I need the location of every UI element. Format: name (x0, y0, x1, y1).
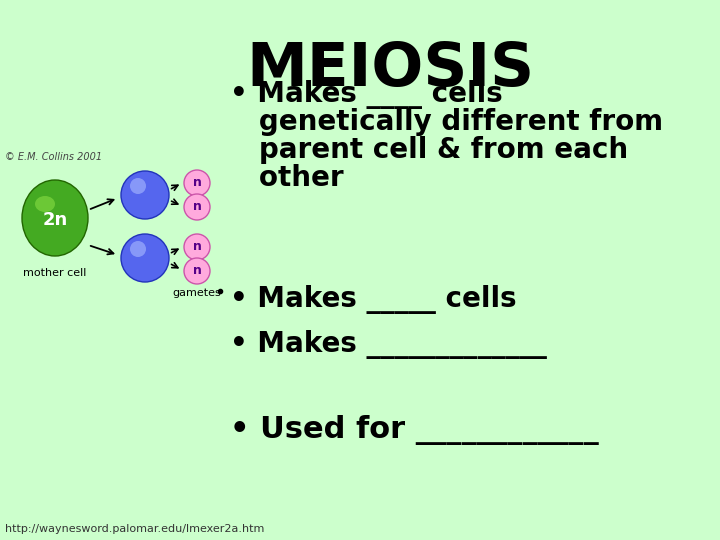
Ellipse shape (22, 180, 88, 256)
Text: gametes: gametes (173, 288, 221, 298)
Circle shape (184, 258, 210, 284)
Text: MEIOSIS: MEIOSIS (246, 40, 534, 99)
Circle shape (130, 241, 146, 257)
Text: parent cell & from each: parent cell & from each (230, 136, 628, 164)
Text: • Makes _____________: • Makes _____________ (230, 330, 547, 359)
Text: genetically different from: genetically different from (230, 108, 663, 136)
Text: • Makes ____ cells: • Makes ____ cells (230, 80, 503, 109)
Ellipse shape (35, 196, 55, 212)
Text: n: n (192, 265, 202, 278)
Text: n: n (192, 200, 202, 213)
Text: mother cell: mother cell (23, 268, 86, 278)
Circle shape (121, 171, 169, 219)
Circle shape (130, 178, 146, 194)
Text: other: other (230, 164, 343, 192)
Text: • Makes _____ cells: • Makes _____ cells (230, 285, 517, 314)
Text: 2n: 2n (42, 211, 68, 229)
Text: http://waynesword.palomar.edu/lmexer2a.htm: http://waynesword.palomar.edu/lmexer2a.h… (5, 524, 264, 534)
Text: n: n (192, 240, 202, 253)
Text: • Used for ____________: • Used for ____________ (230, 415, 599, 445)
Circle shape (184, 234, 210, 260)
Circle shape (184, 170, 210, 196)
Text: n: n (192, 177, 202, 190)
Circle shape (184, 194, 210, 220)
Text: © E.M. Collins 2001: © E.M. Collins 2001 (5, 152, 102, 162)
Circle shape (121, 234, 169, 282)
